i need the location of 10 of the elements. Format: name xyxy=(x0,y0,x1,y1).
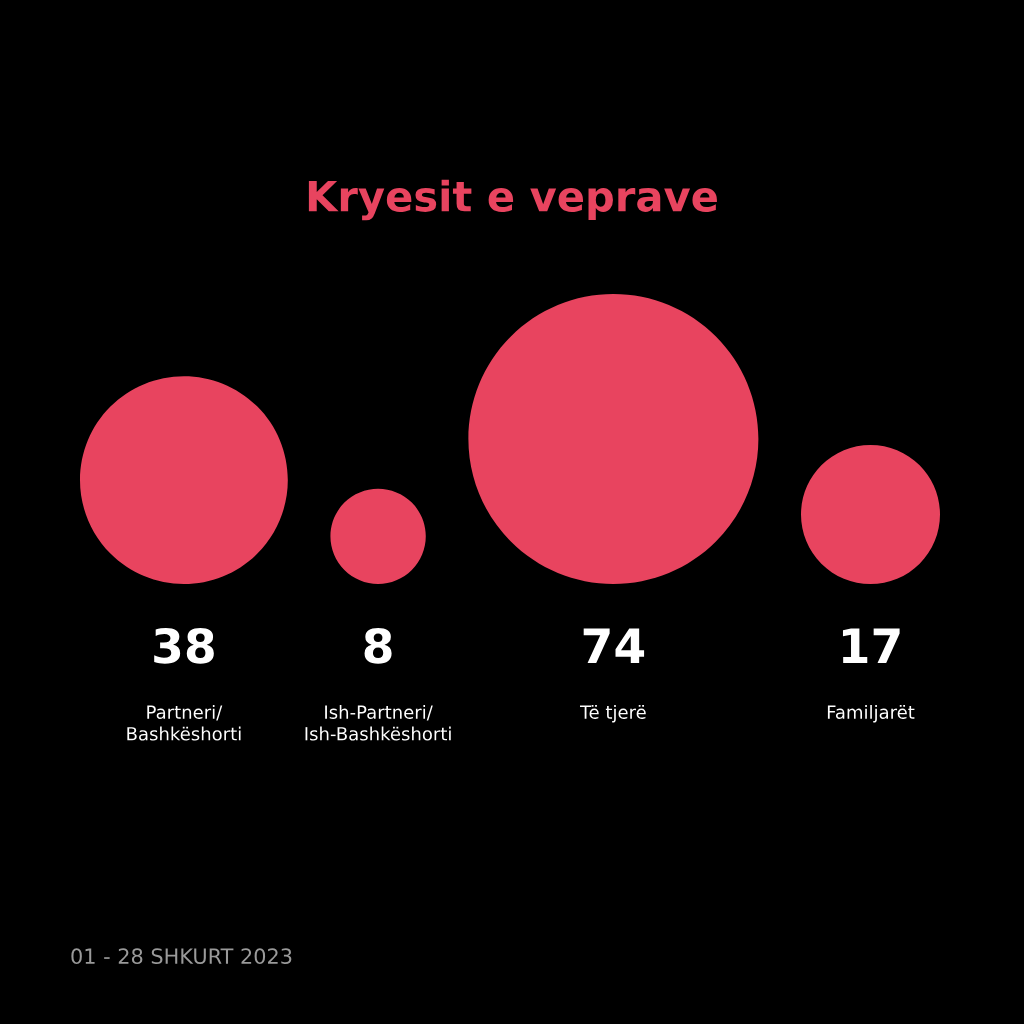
text: Kryesit e veprave xyxy=(308,179,717,221)
data-label: 17 xyxy=(842,628,900,664)
data-label: 8 xyxy=(364,627,392,664)
category-label: Ish-Partneri/ Ish-Bashkëshorti xyxy=(305,705,451,741)
category-label: Të tjerë xyxy=(580,705,646,723)
category-label: Partneri/ Bashkëshorti xyxy=(127,705,241,741)
category-label: Familjarët xyxy=(827,705,915,723)
data-label: 38 xyxy=(154,627,214,664)
text: 01 - 28 SHKURT 2023 xyxy=(71,948,292,965)
data-label: 74 xyxy=(583,628,645,664)
